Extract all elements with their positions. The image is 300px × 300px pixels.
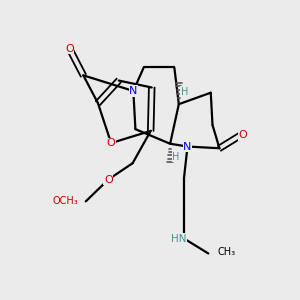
Text: HN: HN	[171, 233, 186, 244]
Text: H: H	[181, 87, 188, 97]
Text: O: O	[65, 44, 74, 54]
Text: CH₃: CH₃	[218, 247, 236, 257]
Text: N: N	[129, 86, 137, 96]
Text: O: O	[238, 130, 247, 140]
Text: N: N	[183, 142, 192, 152]
Text: OCH₃: OCH₃	[52, 196, 78, 206]
Text: O: O	[104, 175, 113, 184]
Text: O: O	[107, 138, 116, 148]
Text: H: H	[172, 152, 179, 162]
